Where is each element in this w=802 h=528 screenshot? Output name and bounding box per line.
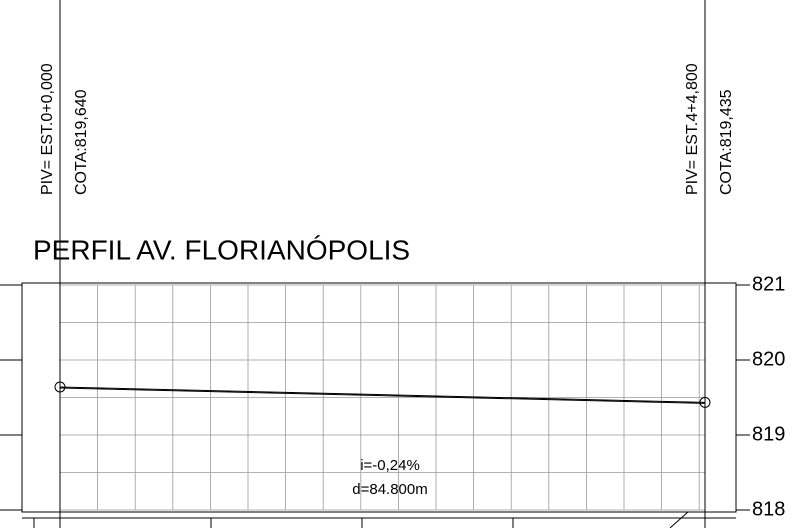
piv-label: PIV= EST.4+4,800 [684, 63, 701, 195]
title: PERFIL AV. FLORIANÓPOLIS [33, 234, 410, 265]
frame [21, 282, 737, 513]
piv-point [54, 381, 66, 393]
profile-line [59, 386, 706, 403]
piv-label: PIV= EST.0+0,000 [39, 63, 56, 195]
y-tick-label: 818 [752, 498, 785, 520]
profile-line-shadow [59, 387, 706, 404]
piv-point [699, 396, 711, 408]
slash-mark [669, 511, 689, 528]
elevation-label: COTA:819,640 [73, 89, 90, 195]
y-tick-label: 820 [752, 348, 785, 370]
slope-label: i=-0,24% [360, 457, 420, 474]
elevation-label: COTA:819,435 [718, 89, 735, 195]
distance-label: d=84.800m [352, 481, 427, 498]
y-tick-label: 821 [752, 273, 785, 295]
y-tick-label: 819 [752, 423, 785, 445]
